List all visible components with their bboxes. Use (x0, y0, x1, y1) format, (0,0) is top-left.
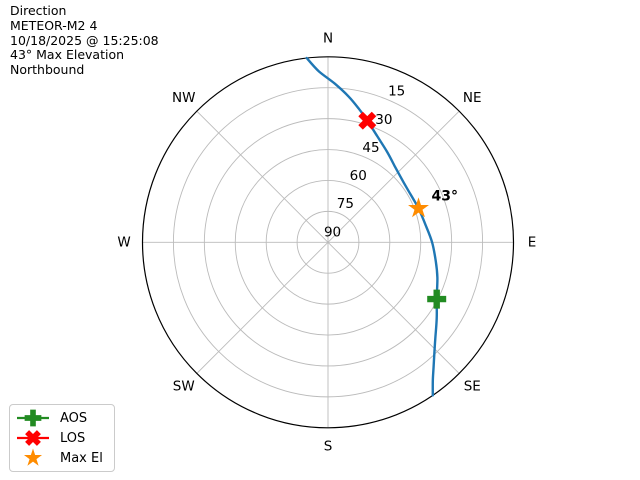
pass-info-header: Direction METEOR-M2 4 10/18/2025 @ 15:25… (10, 3, 159, 78)
los-marker (358, 111, 377, 130)
legend-label-max-el: Max El (60, 450, 103, 466)
compass-label-sw: SW (173, 379, 195, 395)
compass-label-n: N (323, 30, 333, 46)
elevation-tick-label-30: 30 (375, 112, 392, 128)
compass-label-ne: NE (463, 90, 482, 106)
compass-label-e: E (528, 234, 537, 250)
satellite-name: METEOR-M2 4 (10, 17, 98, 33)
horizon-circle (141, 56, 515, 429)
azimuth-spoke-nw (196, 110, 329, 243)
compass-label-nw: NW (172, 90, 195, 106)
max-elevation-annotation: 43° (432, 188, 458, 204)
plot-title: Direction (10, 3, 67, 18)
legend-item-max-el: Max El (15, 448, 103, 468)
pass-direction-text: Northbound (10, 62, 85, 77)
max-el-star-glyph (23, 448, 43, 466)
aos-plus-glyph (24, 409, 42, 427)
elevation-tick-label-15: 15 (388, 84, 405, 100)
aos-plus-icon (17, 409, 49, 427)
elevation-tick-label-60: 60 (350, 168, 367, 184)
compass-label-s: S (324, 438, 333, 454)
legend-item-aos: AOS (15, 408, 103, 428)
compass-label-w: W (117, 234, 130, 250)
los-x-glyph (25, 430, 41, 446)
los-x-icon (17, 430, 49, 446)
elevation-tick-label-75: 75 (337, 196, 354, 212)
max-elevation-text: 43° Max Elevation (10, 47, 125, 63)
elevation-tick-label-45: 45 (362, 140, 379, 156)
legend-label-los: LOS (60, 430, 86, 446)
legend-label-aos: AOS (60, 410, 88, 426)
pass-track-line (305, 56, 439, 397)
legend: AOS LOS Max El (9, 404, 115, 472)
legend-item-los: LOS (15, 428, 103, 448)
pass-timestamp: 10/18/2025 @ 15:25:08 (10, 32, 159, 48)
compass-label-se: SE (464, 379, 481, 395)
azimuth-spoke-ne (327, 110, 460, 243)
elevation-tick-label-90: 90 (324, 224, 341, 240)
azimuth-spoke-sw (196, 241, 329, 374)
max-el-star-icon (23, 448, 43, 466)
aos-marker (427, 289, 447, 309)
max-el-marker (408, 197, 429, 218)
azimuth-spoke-se (327, 241, 460, 374)
